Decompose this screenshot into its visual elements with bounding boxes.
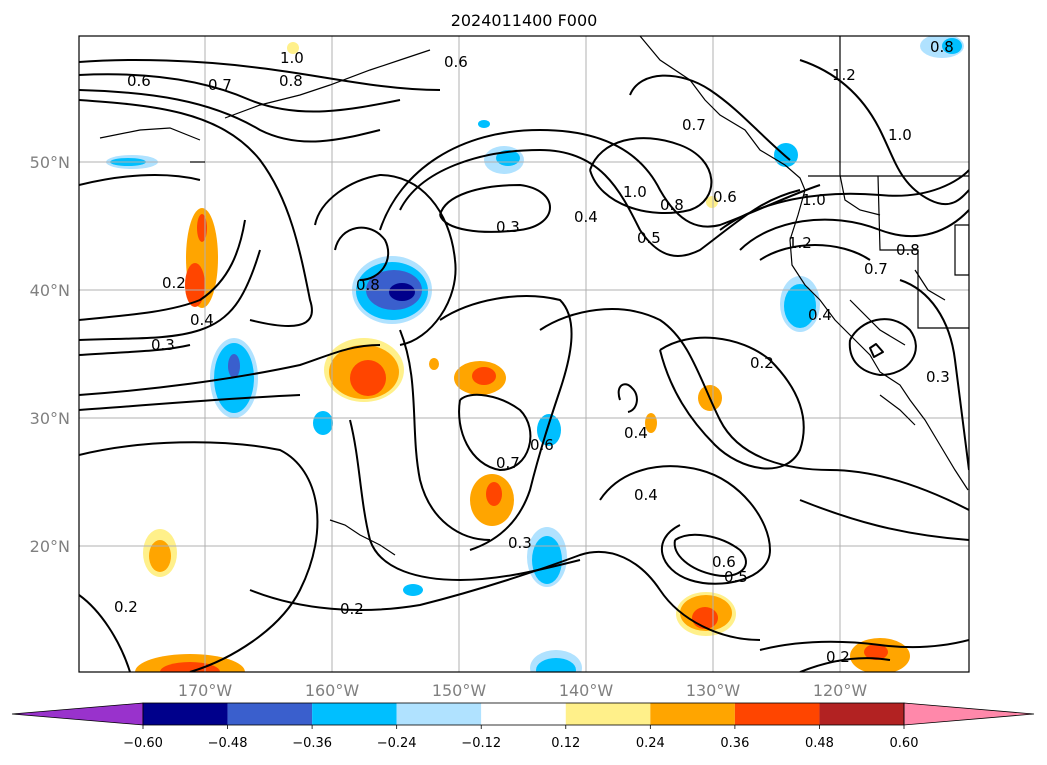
contour-label: 0.7	[864, 260, 888, 278]
colorbar-box	[227, 703, 313, 725]
map-title: 2024011400 F000	[451, 11, 598, 30]
colorbar-box	[819, 703, 904, 725]
contour-label: 0.4	[808, 306, 832, 324]
map-frame	[78, 35, 970, 673]
contour-label: 0.4	[634, 486, 658, 504]
contour-label: 1.0	[623, 183, 647, 201]
contour-label: 0.5	[637, 229, 661, 247]
lat-label: 20°N	[30, 537, 70, 556]
lat-label: 30°N	[30, 409, 70, 428]
colorbar-extend-high	[903, 702, 1035, 726]
colorbar-tick-label: 0.12	[551, 736, 580, 751]
contour-label: 1.0	[802, 191, 826, 209]
colorbar-tick-label: −0.24	[377, 736, 417, 751]
contour-label: 1.0	[280, 49, 304, 67]
colorbar-box	[565, 703, 651, 725]
contour-lines	[79, 59, 969, 672]
contour-label: 0.2	[340, 600, 364, 618]
colorbar-tick-label: −0.36	[292, 736, 332, 751]
colorbar-tick-label: 0.48	[805, 736, 834, 751]
colorbar-box	[396, 703, 482, 725]
lon-label: 120°W	[813, 681, 868, 700]
contour-label: 0.7	[496, 454, 520, 472]
contour-label: 0.8	[660, 196, 684, 214]
colorbar-frame	[142, 702, 905, 726]
contour-label: 0.8	[356, 276, 380, 294]
contour-label: 0.2	[826, 648, 850, 666]
colorbar-tick-label: −0.48	[208, 736, 248, 751]
contour-label: 0.6	[712, 553, 736, 571]
colorbar-tick-label: −0.12	[461, 736, 501, 751]
contour-label: 0.2	[162, 274, 186, 292]
contour-label: 0.7	[682, 116, 706, 134]
lon-label: 170°W	[178, 681, 233, 700]
colorbar-box	[143, 703, 228, 725]
contour-label: 1.0	[888, 126, 912, 144]
colorbar-box	[312, 703, 397, 725]
contour-label: 0.4	[190, 311, 214, 329]
longitude-labels: 170°W 160°W 150°W 140°W 130°W 120°W	[178, 681, 868, 700]
shaded-anomalies	[106, 36, 964, 672]
contour-label: 0.2	[114, 598, 138, 616]
contour-label: 0.8	[279, 72, 303, 90]
contour-label: 0.4	[574, 208, 598, 226]
contour-label: 0.3	[496, 218, 520, 236]
lon-label: 130°W	[686, 681, 741, 700]
contour-label: 1.2	[832, 66, 856, 84]
map-area: 1.0 0.6 0.6 0.7 0.8 0.8 1.0 0.8 0.6 1.0 …	[79, 36, 969, 672]
contour-label: 1.2	[788, 234, 812, 252]
coastlines	[99, 36, 969, 556]
colorbar-box	[481, 703, 566, 725]
latitude-labels: 50°N 40°N 30°N 20°N	[30, 153, 70, 556]
colorbar-box	[734, 703, 820, 725]
contour-label: 0.4	[624, 424, 648, 442]
lon-label: 160°W	[305, 681, 360, 700]
colorbar-tick-label: 0.36	[720, 736, 749, 751]
lat-label: 50°N	[30, 153, 70, 172]
contour-label: 0.6	[530, 436, 554, 454]
colorbar-extend-low	[11, 702, 144, 726]
contour-label: 0.6	[444, 53, 468, 71]
lon-label: 150°W	[432, 681, 487, 700]
contour-label: 0.6	[127, 72, 151, 90]
colorbar-box	[650, 703, 735, 725]
lat-label: 40°N	[30, 281, 70, 300]
colorbar-tick-label: 0.24	[636, 736, 665, 751]
contour-labels: 1.0 0.6 0.6 0.7 0.8 0.8 1.0 0.8 0.6 1.0 …	[114, 38, 954, 666]
contour-label: 0.8	[896, 241, 920, 259]
lon-label: 140°W	[559, 681, 614, 700]
contour-label: 0.3	[926, 368, 950, 386]
colorbar-tick-label: −0.60	[123, 736, 163, 751]
contour-label: 0.3	[151, 336, 175, 354]
contour-label: 0.2	[750, 354, 774, 372]
colorbar: −0.60 −0.48 −0.36 −0.24 −0.12 0.12 0.24 0.36 0.4…	[11, 702, 1035, 751]
contour-label: 0.6	[713, 188, 737, 206]
contour-label: 0.7	[208, 76, 232, 94]
contour-label: 0.3	[508, 534, 532, 552]
contour-label: 0.8	[930, 38, 954, 56]
colorbar-tick-label: 0.60	[890, 736, 919, 751]
contour-label: 0.5	[724, 568, 748, 586]
